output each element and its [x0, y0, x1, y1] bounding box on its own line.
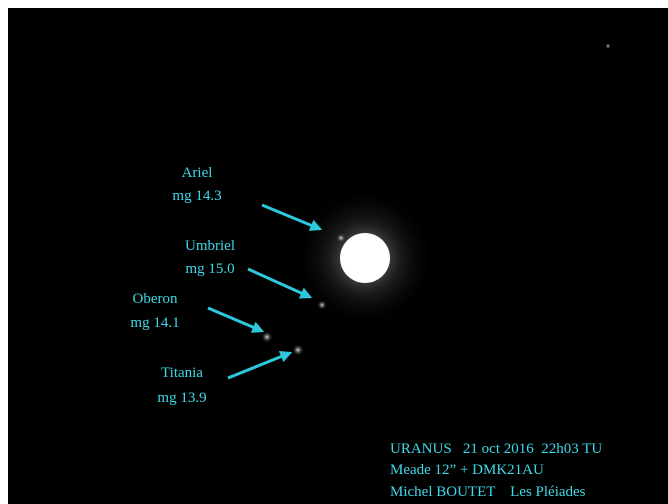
- moon-name: Titania: [161, 365, 203, 381]
- moon-magnitude: mg 14.1: [130, 315, 179, 331]
- moon-magnitude: mg 13.9: [157, 390, 206, 406]
- umbriel: [317, 300, 327, 310]
- moon-name: Ariel: [182, 165, 213, 181]
- moon-magnitude: mg 15.0: [185, 261, 234, 277]
- moon-name: Umbriel: [185, 238, 235, 254]
- moon-magnitude: mg 14.3: [172, 188, 221, 204]
- moon-name: Oberon: [133, 291, 178, 307]
- ariel: [336, 233, 346, 243]
- photo: Ariel mg 14.3 Umbriel mg 15.0 Oberon mg …: [0, 0, 668, 504]
- uranus: [340, 233, 390, 283]
- oberon: [261, 331, 273, 343]
- titania: [292, 344, 304, 356]
- caption-line: Meade 12” + DMK21AU: [390, 462, 544, 478]
- caption-line: URANUS 21 oct 2016 22h03 TU: [390, 441, 602, 457]
- page: {"moons": [ {"name": "Ariel", "magnitude…: [0, 0, 668, 504]
- caption-line: Michel BOUTET Les Pléiades: [390, 484, 586, 500]
- star: [605, 43, 611, 49]
